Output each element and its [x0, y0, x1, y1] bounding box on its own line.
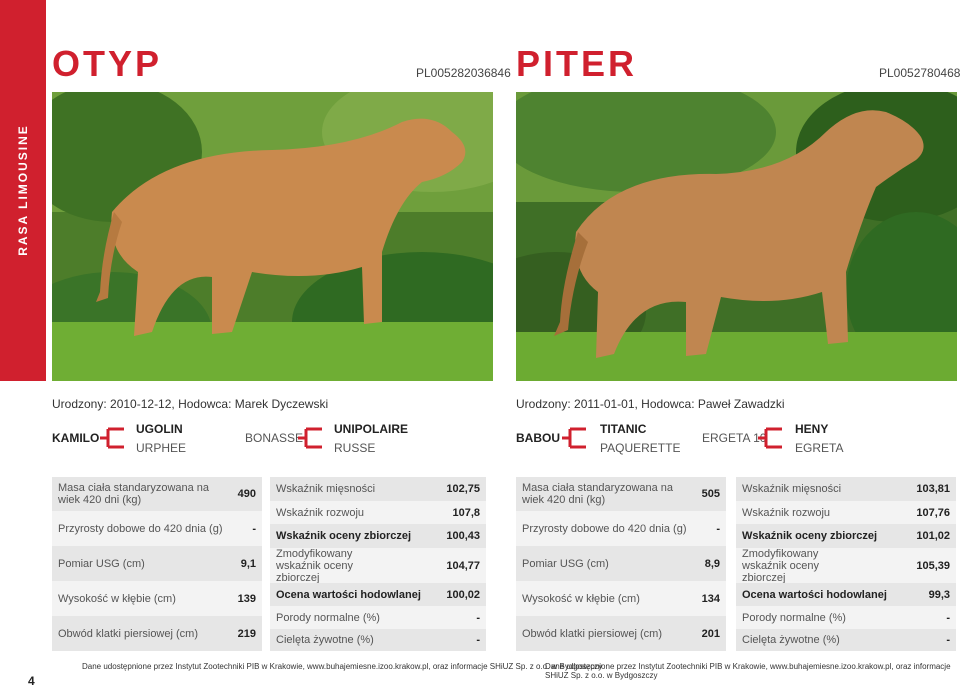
table-row: Zmodyfikowany wskaźnik oceny zbiorczej 1… [270, 548, 486, 584]
table-row: Zmodyfikowany wskaźnik oceny zbiorczej 1… [736, 548, 956, 584]
table-row: Wskaźnik rozwoju 107,76 [736, 501, 956, 524]
bull-id: PL005278046842 [879, 66, 960, 80]
table-row: Ocena wartości hodowlanej 100,02 [270, 583, 486, 606]
table-row: Pomiar USG (cm) 9,1 [52, 546, 262, 581]
bull-photo-illustration [516, 92, 957, 381]
pedigree-bracket [562, 427, 586, 449]
pedigree-dam: ERGETA 10 [702, 431, 767, 445]
pedigree-sire-dam: URPHEE [136, 441, 187, 455]
bull-photo [52, 92, 493, 381]
bull-name: PITER [516, 43, 638, 84]
page-number: 4 [28, 674, 35, 687]
table-row: Wskaźnik oceny zbiorczej 101,02 [736, 524, 956, 548]
table-row: Obwód klatki piersiowej (cm) 201 [516, 616, 726, 651]
pedigree: KAMILO UGOLIN URPHEE BONASSE UNIPOLAIRE … [52, 418, 472, 458]
born-info: Urodzony: 2011-01-01, Hodowca: Paweł Zaw… [516, 397, 785, 411]
table-row: Pomiar USG (cm) 8,9 [516, 546, 726, 581]
pedigree-sire-sire: TITANIC [600, 422, 647, 436]
born-info: Urodzony: 2010-12-12, Hodowca: Marek Dyc… [52, 397, 329, 411]
bull-name: OTYP [52, 43, 163, 84]
footer-note: Dane udostępnione przez Instytut Zootech… [82, 662, 603, 671]
table-row: Masa ciała standaryzowana na wiek 420 dn… [516, 477, 726, 511]
table-row: Wskaźnik mięsności 103,81 [736, 477, 956, 501]
table-row: Porody normalne (%) - [736, 606, 956, 629]
table-row: Cielęta żywotne (%) - [736, 629, 956, 651]
table-row: Obwód klatki piersiowej (cm) 219 [52, 616, 262, 651]
table-row: Wskaźnik mięsności 102,75 [270, 477, 486, 501]
table-row: Cielęta żywotne (%) - [270, 629, 486, 651]
table-row: Wysokość w kłębie (cm) 139 [52, 581, 262, 616]
table-row: Wysokość w kłębie (cm) 134 [516, 581, 726, 616]
table-row: Porody normalne (%) - [270, 606, 486, 629]
pedigree-dam-sire: UNIPOLAIRE [334, 422, 409, 436]
footer-note: Dane udostępnione przez Instytut Zootech… [545, 662, 951, 680]
side-band [0, 0, 46, 381]
bull-photo-illustration [52, 92, 493, 381]
table-row: Wskaźnik oceny zbiorczej 100,43 [270, 524, 486, 548]
pedigree-sire-sire: UGOLIN [136, 422, 183, 436]
bull-photo [516, 92, 957, 381]
pedigree: BABOU TITANIC PAQUERETTE ERGETA 10 HENY … [516, 418, 936, 458]
table-row: Masa ciała standaryzowana na wiek 420 dn… [52, 477, 262, 511]
pedigree-sire: KAMILO [52, 431, 100, 445]
pedigree-bracket [758, 427, 782, 449]
table-row: Przyrosty dobowe do 420 dnia (g) - [52, 511, 262, 546]
table-row: Wskaźnik rozwoju 107,8 [270, 501, 486, 524]
pedigree-dam-dam: RUSSE [334, 441, 376, 455]
bull-id: PL005282036846 [416, 66, 511, 80]
pedigree-dam-dam: EGRETA [795, 441, 844, 455]
pedigree-dam-sire: HENY [795, 422, 829, 436]
pedigree-sire: BABOU [516, 431, 560, 445]
table-row: Przyrosty dobowe do 420 dnia (g) - [516, 511, 726, 546]
pedigree-bracket [298, 427, 322, 449]
pedigree-dam: BONASSE [245, 431, 304, 445]
pedigree-bracket [100, 427, 124, 449]
pedigree-sire-dam: PAQUERETTE [600, 441, 681, 455]
table-row: Ocena wartości hodowlanej 99,3 [736, 583, 956, 606]
